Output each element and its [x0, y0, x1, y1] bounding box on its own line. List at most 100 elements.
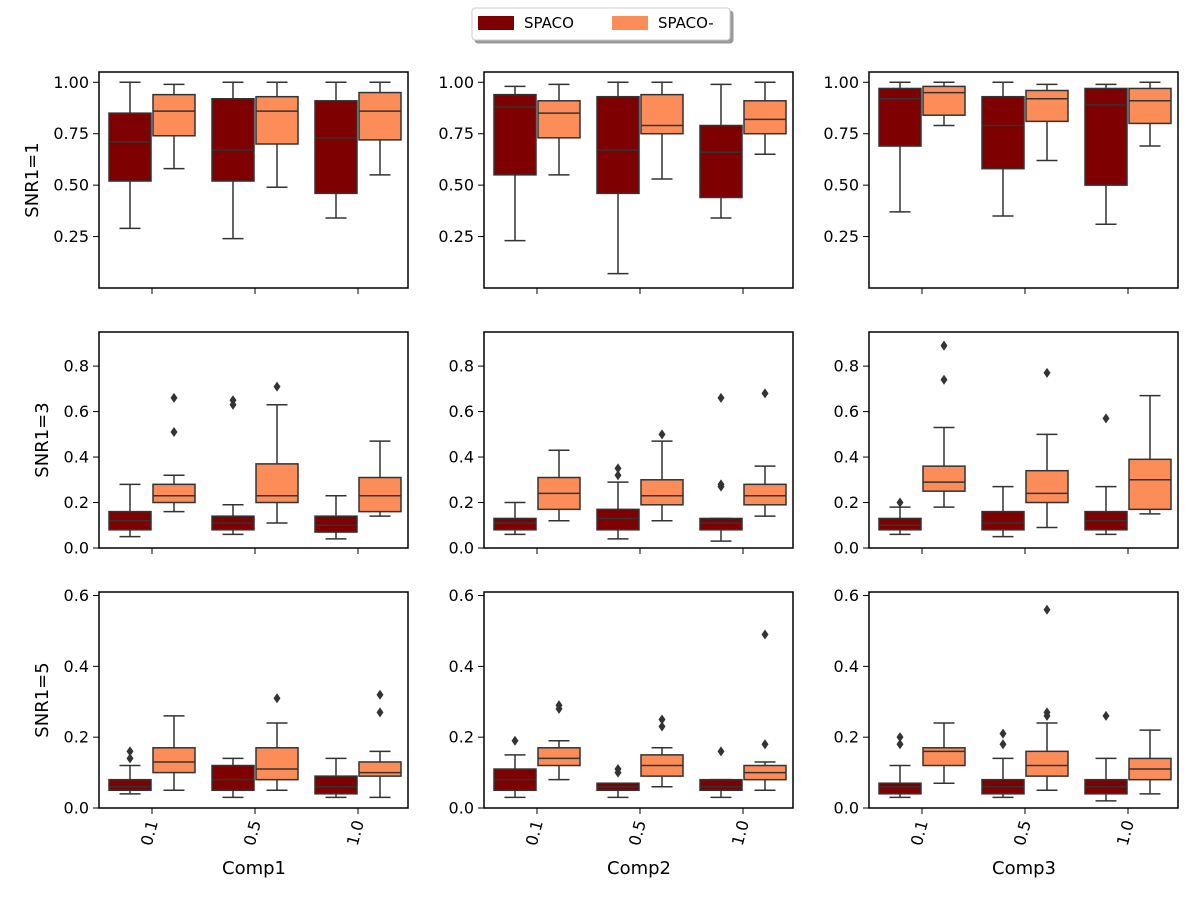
box-spaco-minus — [922, 747, 966, 767]
box-spaco-minus — [358, 761, 402, 777]
box-spaco — [314, 515, 358, 533]
y-tick-label: 0.4 — [834, 657, 859, 676]
flier-point — [761, 739, 769, 750]
y-tick-label: 0.4 — [64, 448, 89, 467]
box-spaco-minus — [922, 465, 966, 492]
panel-frame — [98, 591, 409, 809]
box-spaco — [981, 95, 1025, 170]
y-tick-label: 0.75 — [823, 124, 859, 143]
box-spaco — [493, 93, 537, 176]
flier-point — [1043, 604, 1051, 615]
flier-point — [658, 429, 666, 440]
legend: SPACO SPACO- — [471, 7, 731, 41]
legend-swatch-spaco-minus — [612, 16, 648, 30]
box-spaco-minus — [922, 85, 966, 116]
box-spaco-minus — [255, 463, 299, 504]
flier-point — [896, 497, 904, 508]
panel-r3-c1: 0.0 0.2 0.4 0.6 0.1 0.5 1.0 — [64, 586, 409, 848]
panel-frame — [483, 71, 794, 289]
y-tick-label: 0.8 — [834, 357, 859, 376]
flier-point — [717, 479, 725, 490]
box-spaco-minus — [1025, 469, 1069, 504]
panel-r2-c3: 0.0 0.2 0.4 0.6 0.8 — [834, 331, 1179, 558]
y-tick-label: 0.6 — [834, 402, 859, 421]
box-spaco — [878, 87, 922, 147]
flier-point — [761, 629, 769, 640]
box-spaco — [314, 100, 358, 195]
col-label-comp1: Comp1 — [222, 858, 286, 879]
box-spaco-minus — [1128, 87, 1172, 125]
flier-point — [511, 735, 519, 746]
panel-r1-c1: 0.25 0.50 0.75 1.00 — [53, 71, 409, 294]
x-tick-label: 0.1 — [137, 818, 162, 848]
box-spaco — [596, 508, 640, 531]
y-tick-label: 0.4 — [449, 448, 474, 467]
col-label-comp3: Comp3 — [992, 858, 1056, 879]
box-spaco — [699, 778, 743, 792]
flier-point — [999, 739, 1007, 750]
x-tick-label: 1.0 — [1113, 818, 1138, 848]
box-spaco — [596, 95, 640, 195]
panel-r3-c2: 0.0 0.2 0.4 0.6 0.1 0.5 1.0 — [449, 586, 794, 848]
y-tick-label: 0.75 — [438, 124, 474, 143]
panel-frame — [868, 71, 1179, 289]
y-tick-label: 0.25 — [438, 227, 474, 246]
box-spaco — [878, 782, 922, 795]
x-tick-label: 1.0 — [343, 818, 368, 848]
box-spaco-minus — [1025, 750, 1069, 777]
flier-point — [896, 739, 904, 750]
flier-point — [614, 470, 622, 481]
x-tick-label: 1.0 — [728, 818, 753, 848]
flier-point — [170, 427, 178, 438]
box-spaco-minus — [1025, 89, 1069, 123]
legend-swatch-spaco — [478, 16, 514, 30]
flier-point — [126, 753, 134, 764]
flier-point — [658, 714, 666, 725]
box-spaco — [314, 775, 358, 795]
y-tick-label: 0.0 — [449, 539, 474, 558]
flier-point — [1102, 413, 1110, 424]
box-spaco — [981, 510, 1025, 531]
panel-r2-c1: 0.0 0.2 0.4 0.6 0.8 — [64, 331, 409, 558]
flier-point — [229, 395, 237, 406]
flier-point — [170, 392, 178, 403]
x-tick-label: 0.5 — [1010, 818, 1035, 848]
row-label-snr3: SNR1=3 — [32, 402, 53, 477]
box-spaco-minus — [358, 91, 402, 141]
y-tick-label: 0.6 — [64, 402, 89, 421]
box-spaco-minus — [537, 100, 581, 139]
y-tick-label: 0.0 — [64, 539, 89, 558]
box-spaco-minus — [640, 93, 684, 135]
box-spaco-minus — [152, 93, 196, 137]
box-spaco — [1084, 87, 1128, 186]
box-spaco-minus — [743, 100, 787, 135]
y-tick-label: 0.2 — [449, 493, 474, 512]
panel-frame — [98, 331, 409, 549]
flier-point — [376, 707, 384, 718]
y-tick-label: 0.25 — [53, 227, 89, 246]
panel-frame — [483, 591, 794, 809]
panel-frame — [868, 331, 1179, 549]
y-tick-label: 0.50 — [53, 176, 89, 195]
y-tick-label: 0.0 — [834, 799, 859, 818]
y-tick-label: 0.8 — [64, 357, 89, 376]
panels: 0.250.500.751.000.250.500.751.000.250.50… — [53, 71, 1179, 848]
y-tick-label: 0.2 — [449, 728, 474, 747]
box-spaco — [211, 764, 255, 792]
flier-point — [376, 689, 384, 700]
legend-label-spaco: SPACO — [524, 14, 574, 32]
y-tick-label: 0.4 — [449, 657, 474, 676]
legend-frame — [471, 7, 731, 41]
y-tick-label: 0.2 — [834, 728, 859, 747]
box-spaco-minus — [537, 747, 581, 767]
panel-r3-c3: 0.0 0.2 0.4 0.6 0.1 0.5 1.0 — [834, 586, 1179, 848]
box-spaco — [108, 778, 152, 792]
flier-point — [1043, 707, 1051, 718]
box-spaco — [211, 97, 255, 182]
panel-frame — [868, 591, 1179, 809]
panel-frame — [98, 71, 409, 289]
y-tick-label: 0.6 — [834, 586, 859, 605]
box-spaco-minus — [1128, 458, 1172, 511]
box-spaco — [108, 112, 152, 182]
flier-point — [614, 463, 622, 474]
